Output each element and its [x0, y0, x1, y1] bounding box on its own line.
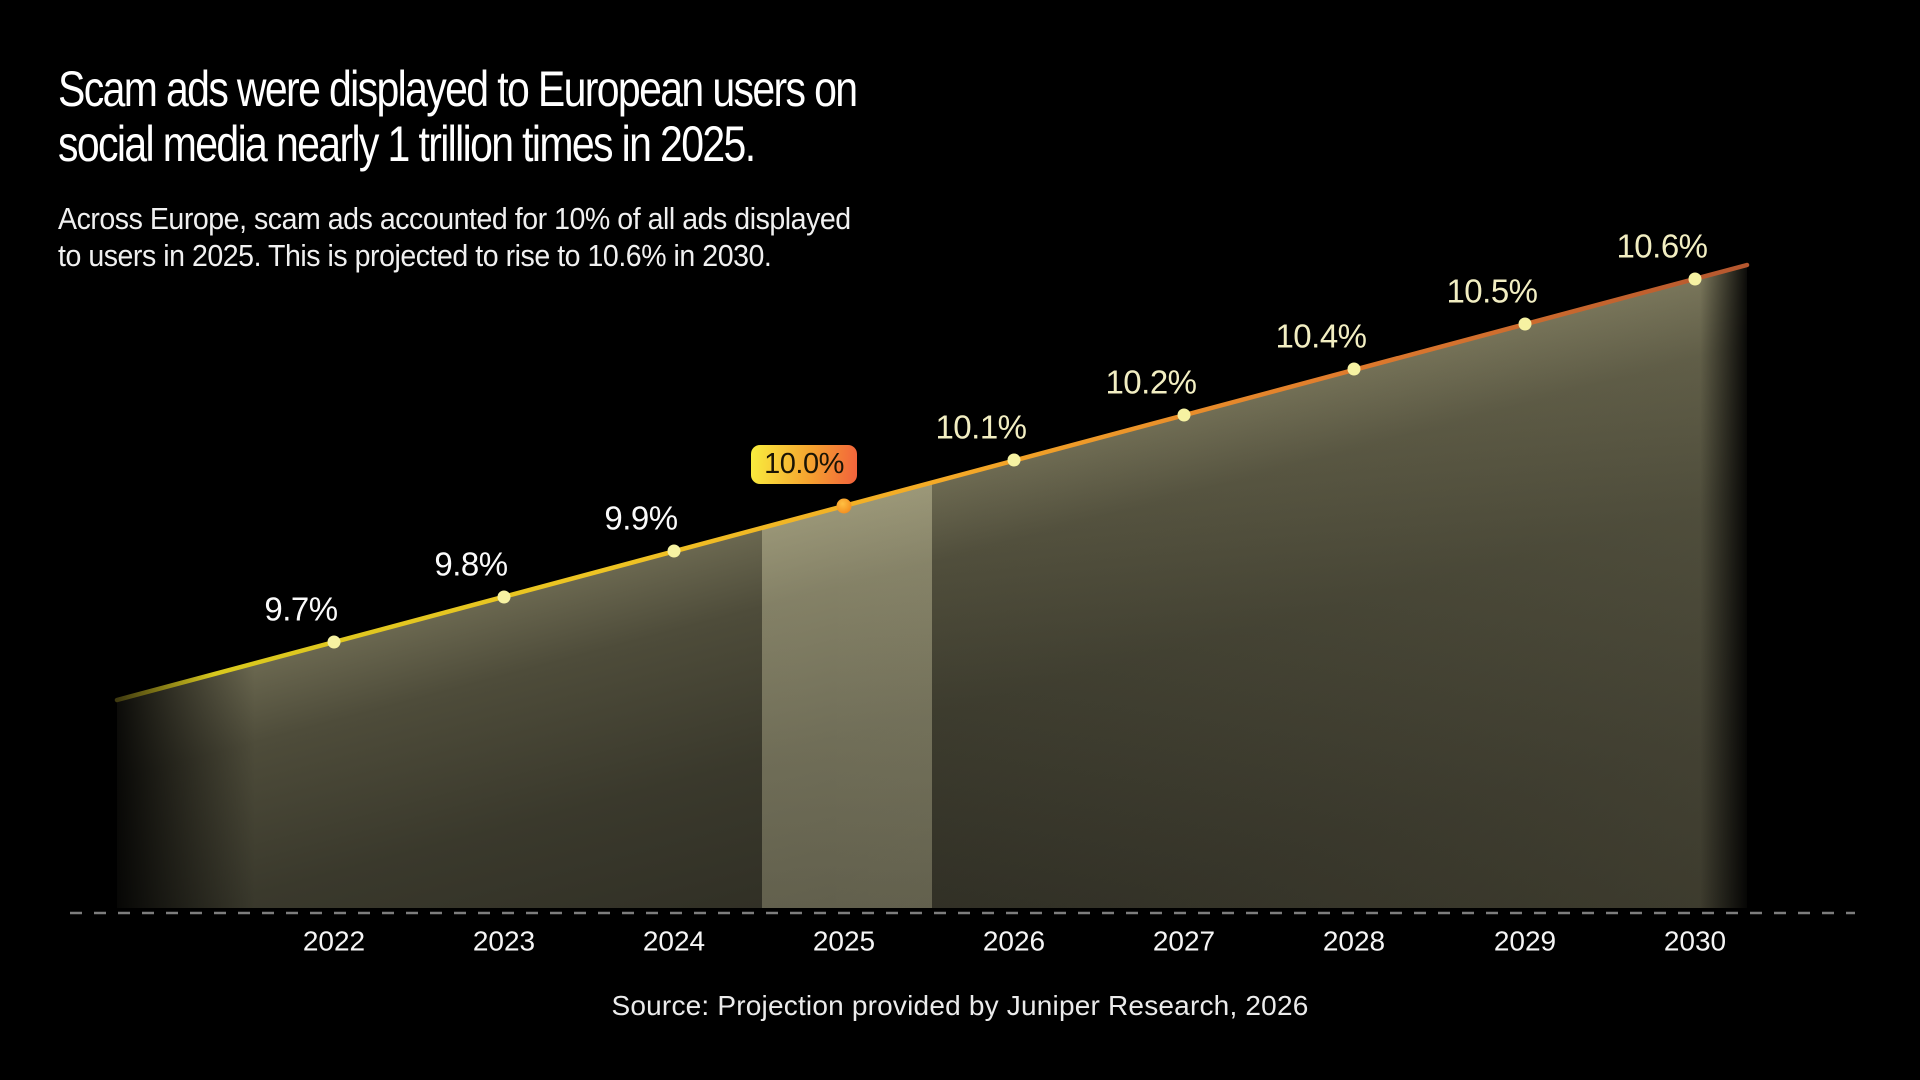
- value-label-2026: 10.1%: [935, 409, 1026, 446]
- value-label-2030: 10.6%: [1616, 228, 1707, 265]
- data-point-2023: [497, 590, 511, 604]
- page-subtitle-line-2: to users in 2025. This is projected to r…: [58, 238, 772, 273]
- source-text: Source: Projection provided by Juniper R…: [611, 990, 1309, 1021]
- value-badge-2025-label: 10.0%: [764, 448, 844, 480]
- x-axis-label-2022: 2022: [303, 926, 365, 957]
- value-label-2028: 10.4%: [1275, 318, 1366, 355]
- x-axis-label-2024: 2024: [643, 926, 705, 957]
- page-title: Scam ads were displayed to European user…: [58, 61, 858, 172]
- data-point-2028: [1347, 362, 1361, 376]
- x-axis-label-2027: 2027: [1153, 926, 1215, 957]
- value-label-2023: 9.8%: [434, 546, 507, 583]
- x-axis-label-2029: 2029: [1494, 926, 1556, 957]
- data-point-2022: [327, 635, 341, 649]
- trend-line: [114, 262, 1750, 703]
- x-axis-label-2030: 2030: [1664, 926, 1726, 957]
- data-point-2024: [667, 544, 681, 558]
- page-subtitle-line-1: Across Europe, scam ads accounted for 10…: [58, 201, 851, 236]
- data-point-2029: [1518, 317, 1532, 331]
- page-subtitle: Across Europe, scam ads accounted for 10…: [58, 200, 851, 274]
- highlight-band-2025: [762, 482, 932, 908]
- page-title-line-2: social media nearly 1 trillion times in …: [58, 116, 756, 172]
- x-axis-label-2023: 2023: [473, 926, 535, 957]
- page-title-line-1: Scam ads were displayed to European user…: [58, 61, 858, 117]
- value-label-2022: 9.7%: [264, 591, 337, 628]
- value-badge-2025: 10.0%: [751, 445, 857, 484]
- x-axis-label-2028: 2028: [1323, 926, 1385, 957]
- x-axis-label-2025: 2025: [813, 926, 875, 957]
- data-point-2026: [1007, 453, 1021, 467]
- data-point-2025-highlighted: [836, 498, 852, 514]
- value-label-2029: 10.5%: [1446, 273, 1537, 310]
- left-edge-fade: [100, 575, 255, 915]
- value-label-2027: 10.2%: [1105, 364, 1196, 401]
- x-axis-label-2026: 2026: [983, 926, 1045, 957]
- right-edge-fade: [1700, 235, 1760, 915]
- value-label-2024: 9.9%: [604, 500, 677, 537]
- data-point-2027: [1177, 408, 1191, 422]
- data-point-2030: [1688, 272, 1702, 286]
